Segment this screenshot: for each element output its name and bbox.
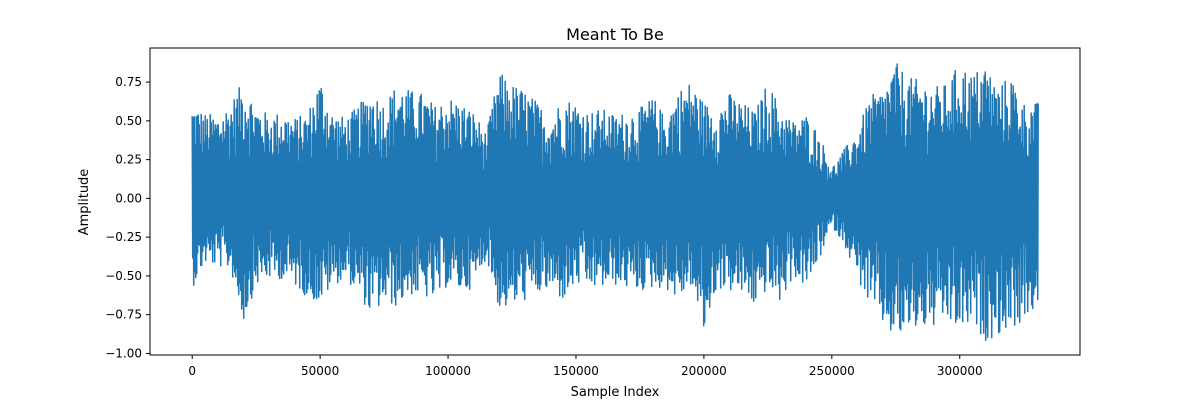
x-tick-label: 50000 <box>301 364 339 378</box>
y-tick-label: −1.00 <box>105 346 142 360</box>
y-axis: −1.00 −0.75 −0.50 −0.25 0.00 0.25 0.50 0.75 <box>105 75 150 360</box>
y-tick-label: 0.00 <box>115 191 142 205</box>
y-tick-label: −0.25 <box>105 230 142 244</box>
plot-area <box>191 63 1039 342</box>
x-tick-label: 250000 <box>809 364 855 378</box>
x-tick-label: 100000 <box>425 364 471 378</box>
y-tick-label: −0.50 <box>105 269 142 283</box>
x-axis-label: Sample Index <box>571 385 660 400</box>
waveform-series-0 <box>191 63 1039 342</box>
axes-frame <box>149 47 1081 356</box>
x-tick-label: 200000 <box>681 364 727 378</box>
y-tick-label: −0.75 <box>105 308 142 322</box>
y-tick-label: 0.50 <box>115 114 142 128</box>
y-tick-label: 0.75 <box>115 75 142 89</box>
x-axis: 0 50000 100000 150000 200000 250000 300000 <box>188 355 983 378</box>
y-tick-label: 0.25 <box>115 153 142 167</box>
x-tick-label: 300000 <box>937 364 983 378</box>
y-axis-label: Amplitude <box>77 169 92 236</box>
x-tick-label: 150000 <box>553 364 599 378</box>
x-tick-label: 0 <box>188 364 196 378</box>
chart-title: Meant To Be <box>566 25 664 44</box>
